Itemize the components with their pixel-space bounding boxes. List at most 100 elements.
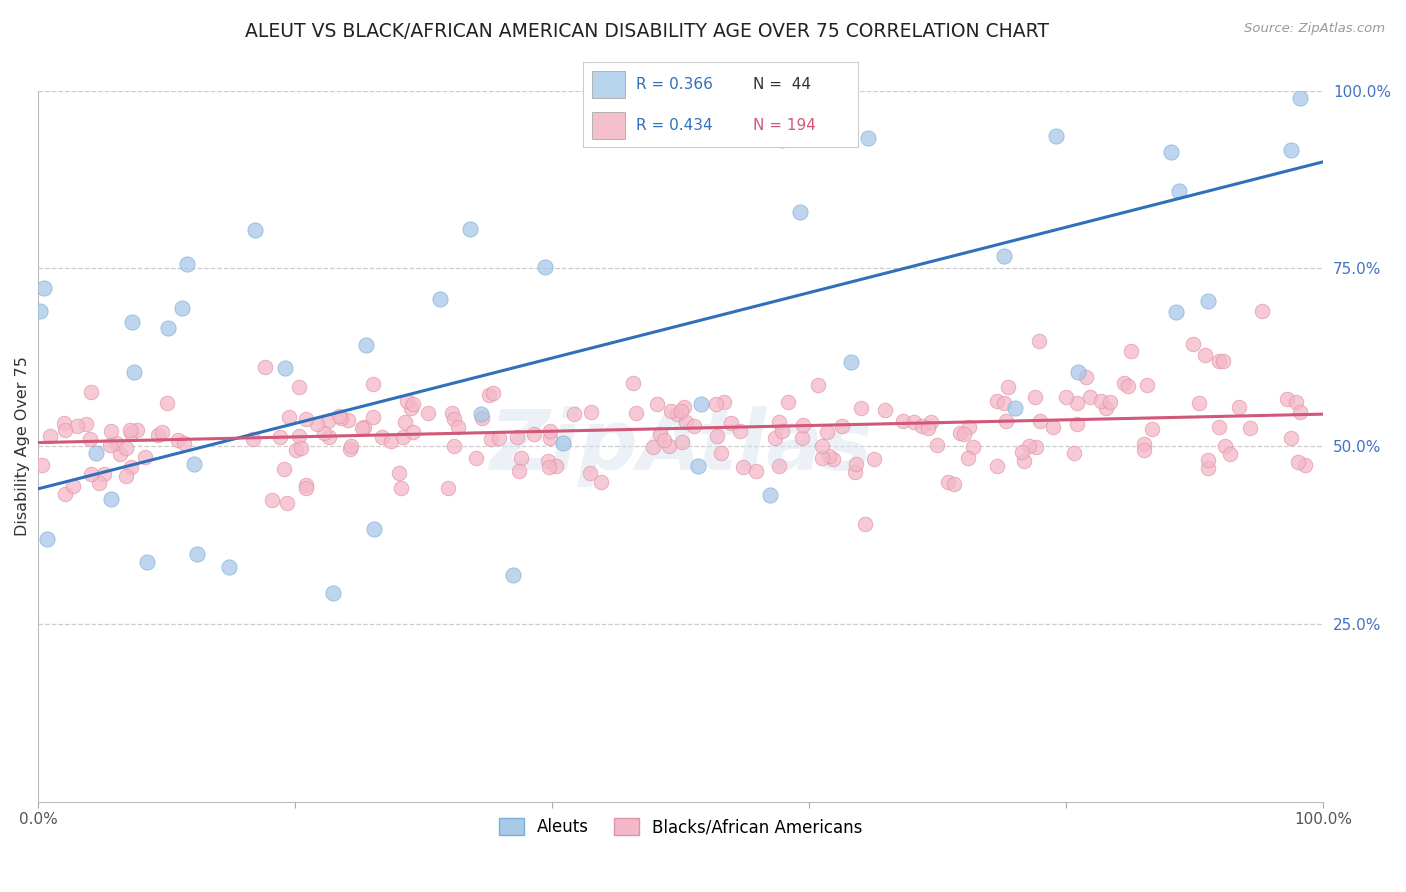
Point (146, 428, 169, 442)
Point (1066, 396, 1088, 410)
Point (380, 434, 402, 448)
Point (538, 425, 561, 439)
Point (115, 469, 138, 483)
Point (1181, 337, 1204, 351)
Point (745, 464, 768, 478)
Point (134, 450, 156, 464)
Point (156, 320, 179, 334)
Point (136, 555, 159, 569)
Point (710, 446, 733, 460)
Point (768, 415, 790, 429)
Point (1250, 303, 1272, 318)
Point (845, 457, 868, 471)
Point (295, 412, 318, 426)
Point (1133, 443, 1156, 458)
Point (121, 315, 143, 329)
Point (686, 458, 709, 473)
Point (1054, 390, 1077, 404)
Point (1197, 293, 1219, 308)
Point (274, 360, 297, 375)
Point (855, 516, 877, 531)
Point (1024, 390, 1046, 404)
Point (52, 416, 75, 430)
Point (108, 447, 131, 461)
Point (1197, 453, 1219, 467)
Point (920, 415, 942, 429)
Point (66, 419, 89, 434)
Point (273, 462, 295, 476)
Point (1066, 417, 1088, 431)
Point (186, 547, 208, 561)
Point (562, 407, 585, 421)
Point (392, 430, 415, 444)
Point (361, 377, 384, 392)
Point (1042, 420, 1064, 434)
Point (443, 439, 465, 453)
Point (624, 406, 647, 420)
Point (1168, 185, 1191, 199)
Point (447, 419, 470, 434)
Point (352, 420, 374, 434)
Point (482, 385, 505, 400)
Point (553, 436, 575, 450)
Point (1029, 414, 1052, 428)
Point (363, 522, 385, 536)
Point (1160, 145, 1182, 159)
Point (1045, 128, 1067, 143)
Point (80, 385, 103, 400)
Point (458, 222, 481, 236)
Point (956, 450, 979, 465)
Point (759, 488, 782, 502)
Point (665, 408, 688, 422)
Point (839, 355, 862, 369)
Point (815, 425, 838, 440)
Point (754, 119, 776, 133)
Point (675, 415, 697, 429)
Point (276, 496, 298, 510)
Point (671, 435, 693, 450)
Point (770, 133, 793, 147)
Point (243, 223, 266, 237)
Point (1076, 370, 1098, 384)
Point (849, 401, 872, 416)
Point (1018, 439, 1040, 453)
Point (166, 433, 188, 447)
Point (658, 439, 681, 453)
Point (645, 396, 668, 410)
Point (621, 376, 644, 390)
Point (278, 410, 301, 425)
Point (28, 304, 51, 318)
Point (844, 465, 866, 479)
Point (120, 423, 142, 437)
Point (388, 466, 411, 480)
Point (98, 438, 121, 452)
Text: ALEUT VS BLACK/AFRICAN AMERICAN DISABILITY AGE OVER 75 CORRELATION CHART: ALEUT VS BLACK/AFRICAN AMERICAN DISABILI… (245, 22, 1049, 41)
Point (831, 418, 853, 433)
Point (176, 257, 198, 271)
Point (957, 420, 980, 434)
Point (322, 586, 344, 600)
Point (1011, 445, 1033, 459)
Bar (592, 112, 624, 139)
Point (891, 414, 914, 428)
Point (659, 403, 682, 417)
Point (993, 249, 1015, 263)
Point (1136, 377, 1159, 392)
Point (437, 481, 460, 495)
Point (173, 435, 195, 450)
Point (997, 380, 1019, 394)
Point (903, 415, 925, 429)
Point (1279, 144, 1302, 158)
Point (394, 415, 416, 429)
Point (242, 433, 264, 447)
Point (776, 394, 799, 409)
Point (39, 429, 62, 443)
Point (353, 420, 375, 434)
Point (810, 450, 832, 465)
Point (80, 467, 103, 481)
Point (952, 426, 974, 441)
Point (120, 425, 142, 440)
Point (104, 436, 127, 450)
Point (471, 410, 494, 425)
Point (402, 397, 425, 411)
